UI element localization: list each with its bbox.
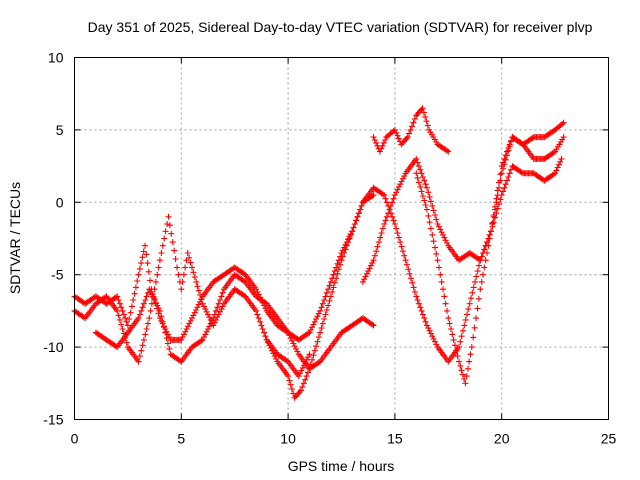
y-tick-label: -15 [43, 412, 63, 428]
x-tick-label: 15 [387, 431, 403, 447]
data-points [359, 134, 567, 285]
y-tick-label: -5 [51, 267, 64, 283]
y-tick-label: 10 [48, 50, 64, 66]
y-tick-label: -10 [43, 339, 63, 355]
chart-title: Day 351 of 2025, Sidereal Day-to-day VTE… [88, 19, 593, 35]
data-layer [71, 105, 567, 401]
x-tick-label: 20 [494, 431, 510, 447]
x-tick-label: 0 [71, 431, 79, 447]
data-points [370, 105, 452, 155]
data-points [71, 213, 313, 380]
x-axis-label: GPS time / hours [288, 458, 395, 474]
series-track-2 [71, 213, 313, 380]
x-tick-label: 25 [601, 431, 617, 447]
x-tick-label: 5 [177, 431, 185, 447]
series-track-3 [92, 271, 377, 372]
grid-layer [74, 57, 609, 420]
tick-layer: 0 5 10 15 20 25 -15 -10 -5 0 5 10 [43, 50, 616, 447]
plot-frame [74, 57, 609, 420]
series-track-5 [359, 134, 567, 285]
x-tick-label: 10 [280, 431, 296, 447]
y-tick-label: 5 [56, 122, 64, 138]
series-track-7 [370, 105, 452, 155]
series-track-6 [413, 119, 567, 387]
y-tick-label: 0 [56, 194, 64, 210]
y-axis-label: SDTVAR / TECUs [7, 182, 23, 294]
data-points [92, 271, 377, 372]
data-points [413, 119, 567, 387]
data-points [263, 155, 565, 401]
series-track-4 [263, 155, 565, 401]
